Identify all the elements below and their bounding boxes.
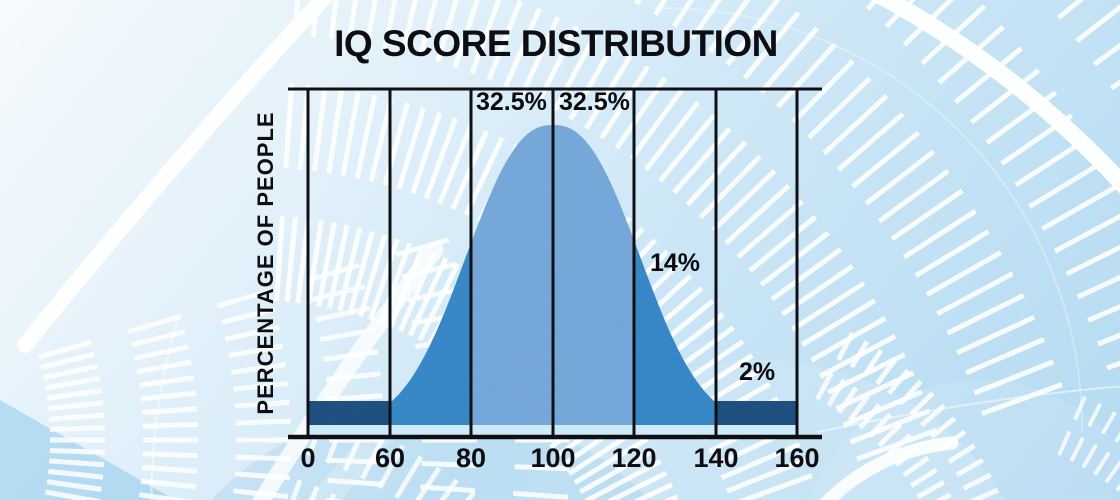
x-tick-label-160: 160 — [774, 443, 820, 473]
radial-dash — [1104, 459, 1120, 484]
chart-title: IQ SCORE DISTRIBUTION — [334, 23, 778, 64]
arc-swoosh — [654, 6, 1084, 433]
radial-dash — [867, 374, 928, 439]
curve-segment-120-140 — [634, 240, 716, 425]
curve-segment-100-120 — [553, 125, 634, 425]
radial-dash — [916, 454, 991, 500]
radial-dash — [439, 464, 470, 500]
arc-swoosh — [17, 0, 333, 353]
x-tick-label-120: 120 — [611, 443, 657, 473]
curve-segment-60-80 — [390, 243, 471, 425]
radial-dash — [815, 325, 859, 401]
radial-dash — [348, 418, 395, 500]
curve-segment-140-160 — [716, 401, 797, 425]
radial-dash — [391, 439, 433, 500]
segment-percentage-label-100-120: 32.5% — [559, 88, 630, 116]
x-tick-label-60: 60 — [374, 443, 406, 473]
radial-dash — [909, 439, 982, 489]
y-axis-label: PERCENTAGE OF PEOPLE — [253, 111, 278, 415]
segment-percentage-label-140-160: 2% — [739, 358, 776, 386]
x-tick-label-0: 0 — [300, 443, 316, 473]
arc-swoosh — [870, 0, 1120, 194]
segment-percentage-label-80-100: 32.5% — [476, 88, 547, 116]
arc-swoosh — [819, 436, 959, 500]
radial-dash — [847, 352, 902, 422]
arc-swoosh — [251, 241, 444, 500]
radial-dash — [1069, 403, 1103, 462]
radial-dash — [968, 484, 1006, 500]
radial-dash — [369, 429, 414, 500]
radial-dash — [934, 469, 999, 500]
radial-dash — [902, 425, 973, 478]
radial-dash — [826, 334, 873, 407]
arc-swoosh — [150, 317, 179, 500]
radial-dash — [837, 343, 888, 414]
radial-dash — [1081, 410, 1117, 469]
radial-dash — [464, 477, 487, 500]
curve-segment-0-60 — [308, 401, 390, 425]
radial-dash — [877, 386, 940, 448]
x-tick-label-80: 80 — [455, 443, 487, 473]
arc-swoosh — [817, 385, 1120, 433]
radial-dash — [1093, 431, 1120, 476]
soft-circle — [810, 380, 1120, 500]
x-tick-label-140: 140 — [693, 443, 739, 473]
segment-percentage-label-120-140: 14% — [650, 249, 701, 277]
radial-dash — [858, 363, 915, 430]
x-tick-label-100: 100 — [530, 443, 576, 473]
curve-segment-80-100 — [471, 125, 553, 425]
radial-dash — [1057, 395, 1087, 456]
radial-dash — [414, 451, 452, 500]
